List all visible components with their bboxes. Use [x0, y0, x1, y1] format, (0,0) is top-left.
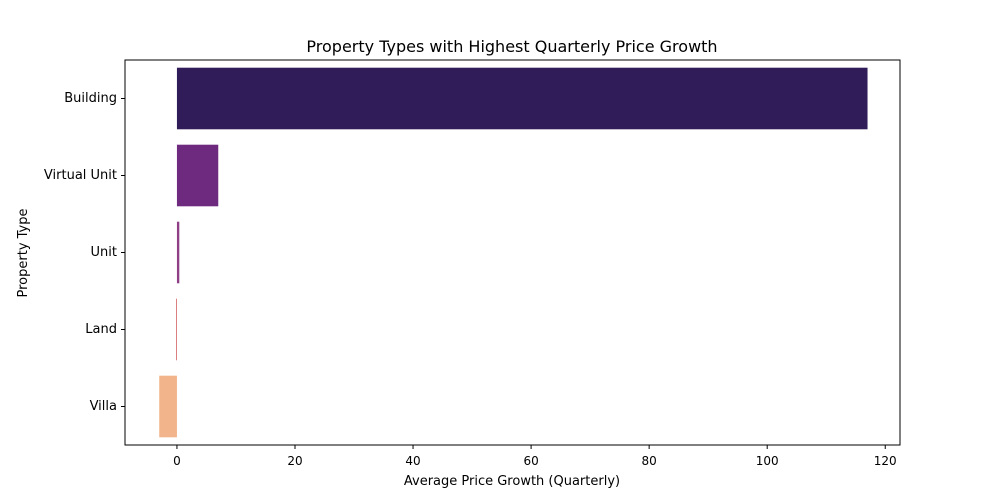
x-tick-label: 100 — [756, 454, 779, 468]
bar-villa — [159, 375, 177, 438]
y-tick-label: Unit — [91, 245, 117, 260]
y-tick-label: Villa — [90, 399, 117, 414]
bar-building — [176, 67, 868, 130]
bar-unit — [176, 221, 180, 284]
y-tick-label: Land — [85, 322, 117, 337]
x-tick-label: 80 — [642, 454, 657, 468]
y-axis-label: Property Type — [16, 208, 31, 297]
x-axis: 0 20 40 60 80 100 120 — [173, 445, 897, 468]
bar-land — [176, 298, 177, 361]
bar-virtual-unit — [176, 144, 219, 207]
x-axis-label: Average Price Growth (Quarterly) — [404, 474, 620, 489]
x-tick-label: 20 — [287, 454, 302, 468]
x-tick-label: 0 — [173, 454, 181, 468]
x-tick-label: 120 — [874, 454, 897, 468]
y-axis: Building Virtual Unit Unit Land Villa — [44, 91, 125, 414]
bars-layer — [159, 67, 868, 438]
y-tick-label: Virtual Unit — [44, 168, 117, 183]
x-tick-label: 40 — [405, 454, 420, 468]
y-tick-label: Building — [64, 91, 117, 106]
chart-title: Property Types with Highest Quarterly Pr… — [306, 37, 717, 56]
x-tick-label: 60 — [523, 454, 538, 468]
